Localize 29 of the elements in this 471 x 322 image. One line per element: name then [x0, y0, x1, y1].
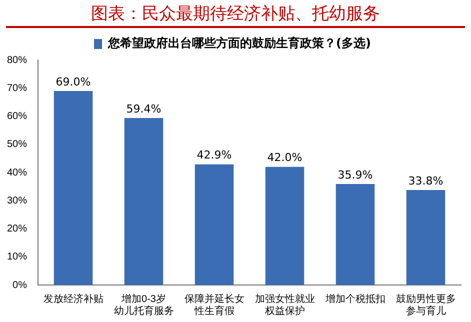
data-label: 42.0% — [267, 151, 302, 164]
x-tick-label: 增加0-3岁幼儿托育服务 — [114, 292, 174, 317]
x-tick-label: 保障并延长女性生育假 — [184, 292, 244, 317]
bar — [265, 166, 304, 285]
y-tick-label: 80% — [7, 54, 28, 66]
bar — [406, 190, 446, 285]
data-label: 69.0% — [56, 75, 91, 88]
legend-label: 您希望政府出台哪些方面的鼓励生育政策？(多选) — [107, 36, 371, 50]
y-tick-label: 0% — [12, 280, 28, 291]
x-tick-label: 发放经济补贴 — [43, 292, 104, 305]
y-tick-label: 20% — [7, 224, 28, 234]
y-tick-label: 50% — [7, 139, 28, 150]
bar — [194, 164, 234, 285]
x-tick-label: 加强女性就业权益保护 — [254, 292, 315, 317]
chart-title: 图表：民众最期待经济补贴、托幼服务 — [6, 2, 465, 28]
y-tick-label: 40% — [7, 167, 28, 178]
x-tick-label: 增加个税抵扣 — [324, 292, 386, 305]
bar — [336, 184, 375, 285]
bar — [54, 90, 93, 285]
data-label: 42.9% — [196, 148, 232, 162]
bar — [124, 118, 164, 285]
x-tick-label: 鼓励男性更多参与育儿 — [396, 292, 456, 317]
y-tick-label: 30% — [7, 195, 28, 206]
data-label: 35.9% — [338, 168, 373, 182]
y-tick-label: 10% — [7, 252, 28, 263]
data-label: 33.8% — [408, 174, 444, 188]
y-tick-label: 70% — [7, 82, 28, 94]
data-label: 59.4% — [126, 102, 162, 116]
y-tick-label: 60% — [7, 111, 28, 122]
